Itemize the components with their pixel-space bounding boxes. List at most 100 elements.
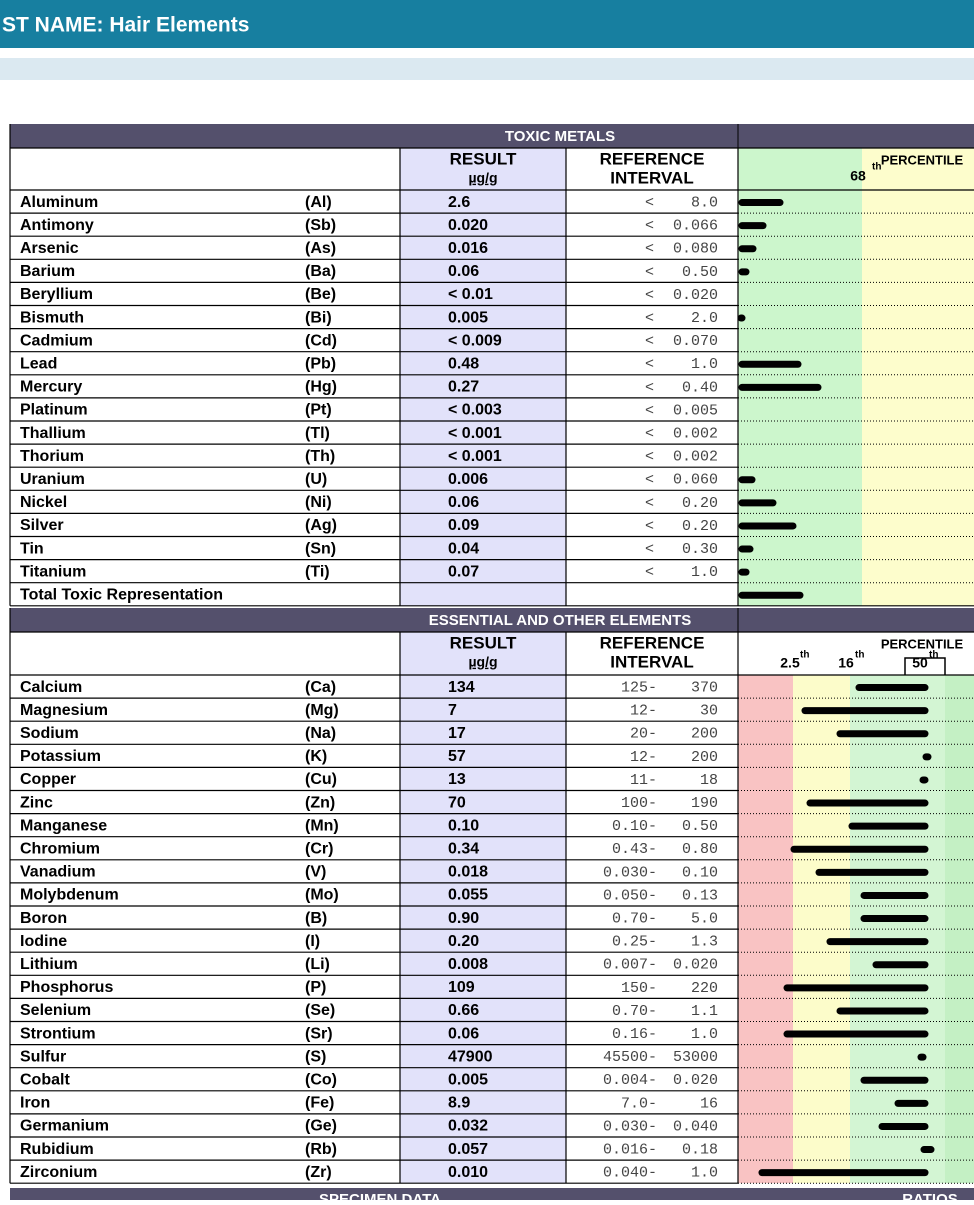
element-name: Magnesium bbox=[20, 702, 108, 719]
element-symbol: (Pb) bbox=[305, 355, 336, 372]
element-name: Thallium bbox=[20, 425, 86, 442]
element-name: Platinum bbox=[20, 402, 88, 419]
element-symbol: (Bi) bbox=[305, 309, 332, 326]
interval-header: INTERVAL bbox=[610, 168, 693, 187]
element-name: Rubidium bbox=[20, 1141, 94, 1158]
result-column bbox=[400, 148, 566, 606]
result-value: < 0.003 bbox=[448, 402, 502, 419]
reference-low: 0.016- bbox=[603, 1142, 657, 1159]
result-value: 0.06 bbox=[448, 263, 479, 280]
element-symbol: (Ba) bbox=[305, 263, 336, 280]
reference-low: 125- bbox=[621, 680, 657, 697]
element-name: Aluminum bbox=[20, 194, 98, 211]
result-value: 0.018 bbox=[448, 864, 488, 881]
reference-header: REFERENCE bbox=[600, 633, 705, 652]
reference-high: 0.20 bbox=[682, 518, 718, 535]
result-value: < 0.001 bbox=[448, 425, 502, 442]
element-name: Titanium bbox=[20, 563, 86, 580]
reference-prefix: < bbox=[645, 310, 654, 327]
result-value: 0.34 bbox=[448, 840, 479, 857]
element-name: Molybdenum bbox=[20, 887, 119, 904]
element-symbol: (Tl) bbox=[305, 425, 330, 442]
reference-low: 0.10- bbox=[612, 818, 657, 835]
reference-prefix: < bbox=[645, 518, 654, 535]
result-value: 8.9 bbox=[448, 1095, 470, 1112]
element-name: Phosphorus bbox=[20, 979, 113, 996]
reference-low: 100- bbox=[621, 795, 657, 812]
element-name: Vanadium bbox=[20, 864, 96, 881]
element-symbol: (V) bbox=[305, 864, 326, 881]
result-value: 0.008 bbox=[448, 956, 488, 973]
reference-prefix: < bbox=[645, 333, 654, 350]
element-symbol: (Zr) bbox=[305, 1164, 332, 1181]
result-value: 47900 bbox=[448, 1048, 493, 1065]
element-name: Mercury bbox=[20, 379, 82, 396]
result-value: < 0.009 bbox=[448, 332, 502, 349]
result-value: 57 bbox=[448, 748, 466, 765]
reference-high: 370 bbox=[691, 680, 718, 697]
reference-prefix: < bbox=[645, 264, 654, 281]
element-name: Zirconium bbox=[20, 1164, 97, 1181]
result-value: 0.66 bbox=[448, 1002, 479, 1019]
reference-high: 0.18 bbox=[682, 1142, 718, 1159]
reference-low: 0.004- bbox=[603, 1072, 657, 1089]
result-value: 0.20 bbox=[448, 933, 479, 950]
reference-low: 20- bbox=[630, 726, 657, 743]
percentile-marker: 68 bbox=[850, 168, 866, 184]
reference-high: 0.50 bbox=[682, 818, 718, 835]
result-header: RESULT bbox=[450, 149, 517, 168]
reference-high: 2.0 bbox=[691, 310, 718, 327]
subheader-bar bbox=[0, 58, 974, 80]
reference-high: 0.30 bbox=[682, 541, 718, 558]
percentile-marker-sup: th bbox=[929, 650, 938, 661]
reference-high: 0.060 bbox=[673, 472, 718, 489]
reference-low: 0.007- bbox=[603, 957, 657, 974]
element-name: Potassium bbox=[20, 748, 101, 765]
element-symbol: (Cd) bbox=[305, 332, 337, 349]
result-value: 0.10 bbox=[448, 817, 479, 834]
element-name: Germanium bbox=[20, 1118, 109, 1135]
reference-low: 0.70- bbox=[612, 911, 657, 928]
reference-high: 5.0 bbox=[691, 911, 718, 928]
element-name: Beryllium bbox=[20, 286, 93, 303]
percentile-header: PERCENTILE bbox=[881, 636, 964, 651]
reference-prefix: < bbox=[645, 287, 654, 304]
element-name: Chromium bbox=[20, 840, 100, 857]
reference-high: 0.40 bbox=[682, 379, 718, 396]
reference-high: 200 bbox=[691, 726, 718, 743]
reference-low: 0.050- bbox=[603, 887, 657, 904]
element-symbol: (Ni) bbox=[305, 494, 332, 511]
element-symbol: (Cr) bbox=[305, 840, 333, 857]
element-name: Zinc bbox=[20, 794, 53, 811]
element-name: Barium bbox=[20, 263, 75, 280]
percentile-marker-sup: th bbox=[855, 650, 864, 661]
reference-low: 12- bbox=[630, 703, 657, 720]
result-value: 0.005 bbox=[448, 1071, 488, 1088]
percentile-marker-sup: th bbox=[872, 162, 881, 173]
result-value: 109 bbox=[448, 979, 475, 996]
result-value: 0.006 bbox=[448, 471, 488, 488]
element-symbol: (Mo) bbox=[305, 887, 339, 904]
element-name: Thorium bbox=[20, 448, 84, 465]
section-title-bar bbox=[10, 124, 974, 148]
percentile-zone bbox=[862, 148, 974, 606]
element-symbol: (Sr) bbox=[305, 1025, 333, 1042]
reference-high: 1.0 bbox=[691, 1026, 718, 1043]
reference-low: 45500- bbox=[603, 1049, 657, 1066]
element-symbol: (Ge) bbox=[305, 1118, 337, 1135]
reference-low: 0.030- bbox=[603, 1118, 657, 1135]
reference-high: 1.3 bbox=[691, 934, 718, 951]
element-symbol: (Be) bbox=[305, 286, 336, 303]
result-value: < 0.001 bbox=[448, 448, 502, 465]
element-symbol: (As) bbox=[305, 240, 336, 257]
result-value: 0.005 bbox=[448, 309, 488, 326]
result-value: 0.032 bbox=[448, 1118, 488, 1135]
element-name: Strontium bbox=[20, 1025, 96, 1042]
element-symbol: (Li) bbox=[305, 956, 330, 973]
element-name: Silver bbox=[20, 517, 64, 534]
result-value: 0.90 bbox=[448, 910, 479, 927]
reference-high: 200 bbox=[691, 749, 718, 766]
reference-prefix: < bbox=[645, 541, 654, 558]
element-symbol: (Na) bbox=[305, 725, 336, 742]
